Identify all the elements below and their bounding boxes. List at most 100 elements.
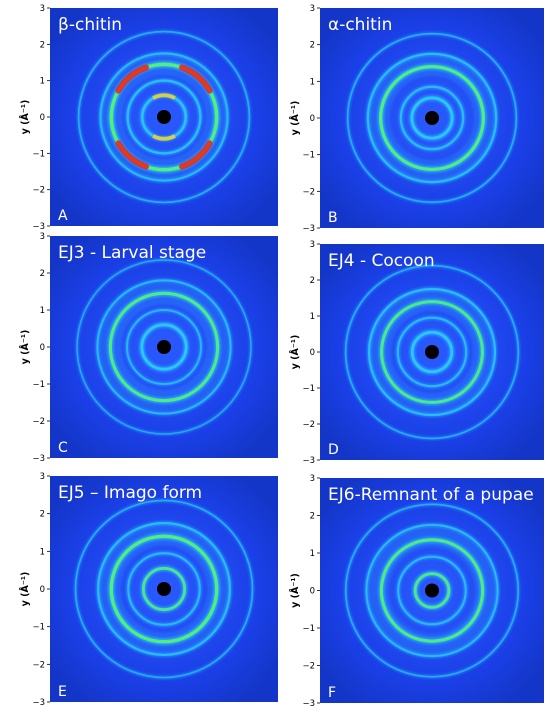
y-tick-label: 3 — [310, 4, 315, 14]
y-tick-label: 0 — [40, 585, 45, 595]
diffraction-ring — [126, 79, 202, 155]
diffraction-ring — [344, 503, 520, 678]
y-tick-label: −3 — [32, 454, 45, 464]
panel-title: EJ5 – Imago form — [58, 483, 202, 503]
y-axis-label: y (Å⁻¹) — [20, 330, 31, 365]
intensity-hotspot-arc — [179, 140, 213, 170]
y-axis-label: y (Å⁻¹) — [290, 573, 301, 608]
diffraction-panel-a: 3 2 1 0 −1 −2 −3 y (Å⁻¹) β-chitin A — [14, 4, 284, 236]
panel-letter: C — [58, 440, 68, 456]
y-axis-label: y (Å⁻¹) — [290, 101, 301, 136]
y-tick-label: 1 — [310, 77, 315, 87]
panel-svg: 3 2 1 0 −1 −2 −3 y (Å⁻¹) β-chitin A — [20, 4, 278, 232]
diffraction-ring — [346, 32, 518, 204]
y-tick-label: 2 — [40, 269, 45, 279]
panel-letter: B — [328, 210, 338, 226]
y-tick-label: 1 — [310, 312, 315, 322]
panel-letter: A — [58, 208, 68, 224]
diffraction-ring — [97, 522, 231, 656]
panel-svg: 3 2 1 0 −1 −2 −3 y (Å⁻¹) EJ3 - Larval stage C — [20, 232, 278, 464]
diffraction-ring — [396, 316, 468, 388]
y-tick-label: 3 — [310, 474, 315, 484]
y-tick-label: 2 — [310, 512, 315, 522]
y-tick-label: −2 — [302, 187, 315, 197]
beam-stop — [157, 340, 171, 354]
panel-title: EJ3 - Larval stage — [58, 243, 206, 263]
y-tick-label: −1 — [302, 624, 315, 634]
y-tick-label: −3 — [302, 699, 315, 709]
diffraction-ring — [74, 499, 254, 679]
diffraction-ring — [413, 572, 451, 609]
y-tick-label: −2 — [32, 660, 45, 670]
diffraction-ring — [109, 534, 219, 644]
intensity-hotspot-arc — [179, 64, 213, 94]
beam-stop — [425, 111, 439, 125]
diffraction-panel-c: 3 2 1 0 −1 −2 −3 y (Å⁻¹) EJ3 - Larval stage C — [14, 232, 284, 468]
diffraction-panel-f: 3 2 1 0 −1 −2 −3 y (Å⁻¹) EJ6-Remnant of a pupae F — [284, 474, 550, 713]
y-axis-label: y (Å⁻¹) — [20, 100, 31, 135]
y-tick-label: 2 — [40, 510, 45, 520]
y-tick-label: 1 — [40, 77, 45, 87]
panel-letter: D — [328, 442, 339, 458]
y-tick-label: −2 — [302, 662, 315, 672]
diffraction-ring — [365, 523, 499, 658]
y-tick-label: 3 — [40, 4, 45, 14]
diffraction-ring — [380, 300, 484, 404]
diffraction-ring — [344, 264, 520, 440]
y-tick-label: −2 — [302, 420, 315, 430]
y-tick-label: −1 — [32, 380, 45, 390]
y-tick-label: −1 — [32, 149, 45, 159]
panel-title: EJ4 - Cocoon — [328, 251, 435, 271]
diffraction-ring — [109, 62, 219, 172]
panel-svg: 3 2 1 0 −1 −2 −3 y (Å⁻¹) α-chitin B — [290, 4, 544, 234]
y-tick-label: −2 — [32, 417, 45, 427]
beam-stop — [157, 582, 171, 596]
y-tick-label: −3 — [302, 224, 315, 234]
diffraction-panel-e: 3 2 1 0 −1 −2 −3 y (Å⁻¹) EJ5 – Imago form E — [14, 472, 284, 712]
y-tick-label: 0 — [310, 587, 315, 597]
y-tick-label: −1 — [32, 623, 45, 633]
diffraction-ring — [399, 85, 465, 151]
y-axis-label: y (Å⁻¹) — [20, 572, 31, 607]
y-tick-label: 0 — [40, 113, 45, 123]
y-tick-label: −2 — [32, 186, 45, 196]
diffraction-ring — [127, 552, 201, 626]
panel-svg: 3 2 1 0 −1 −2 −3 y (Å⁻¹) EJ4 - Cocoon D — [290, 240, 544, 466]
diffraction-ring — [141, 566, 187, 612]
diffraction-ring — [140, 323, 188, 371]
y-tick-label: −3 — [32, 222, 45, 232]
intensity-hotspot-arc — [152, 134, 176, 141]
panel-letter: F — [328, 685, 336, 701]
diffraction-ring — [76, 259, 252, 435]
diffraction-ring — [367, 287, 497, 417]
y-tick-label: 3 — [40, 232, 45, 242]
y-axis-label: y (Å⁻¹) — [290, 335, 301, 370]
y-tick-label: 0 — [310, 114, 315, 124]
diffraction-ring — [126, 309, 202, 385]
intensity-hotspot-arc — [152, 93, 176, 100]
beam-stop — [425, 583, 439, 598]
y-tick-label: 2 — [40, 40, 45, 50]
diffraction-ring — [366, 52, 498, 184]
diffraction-ring — [379, 538, 485, 643]
diffraction-ring — [410, 330, 454, 374]
diffraction-panel-b: 3 2 1 0 −1 −2 −3 y (Å⁻¹) α-chitin B — [284, 4, 550, 238]
y-tick-label: 3 — [310, 240, 315, 250]
intensity-hotspot-arc — [115, 64, 149, 94]
diffraction-ring — [96, 279, 232, 415]
panel-letter: E — [58, 684, 67, 700]
beam-stop — [425, 345, 439, 359]
diffuse-halo — [366, 525, 498, 656]
y-tick-label: −3 — [302, 456, 315, 466]
diffraction-ring — [397, 555, 467, 626]
panel-title: α-chitin — [328, 15, 392, 35]
panel-svg: 3 2 1 0 −1 −2 −3 y (Å⁻¹) EJ5 – Imago form E — [20, 472, 278, 708]
panel-title: EJ6-Remnant of a pupae — [328, 485, 534, 505]
y-tick-label: 2 — [310, 276, 315, 286]
panel-svg: 3 2 1 0 −1 −2 −3 y (Å⁻¹) EJ6-Remnant of a pupae F — [290, 474, 544, 709]
y-tick-label: 1 — [40, 306, 45, 316]
y-tick-label: 0 — [310, 348, 315, 358]
intensity-hotspot-arc — [115, 140, 149, 170]
y-tick-label: 2 — [310, 41, 315, 51]
diffraction-ring — [77, 30, 251, 204]
